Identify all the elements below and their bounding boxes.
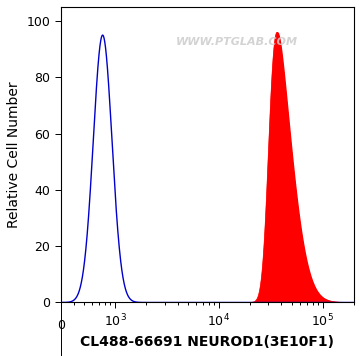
X-axis label: CL488-66691 NEUROD1(3E10F1): CL488-66691 NEUROD1(3E10F1) (81, 335, 334, 349)
Text: WWW.PTGLAB.COM: WWW.PTGLAB.COM (176, 37, 298, 47)
Text: 0: 0 (57, 319, 65, 332)
Y-axis label: Relative Cell Number: Relative Cell Number (7, 82, 21, 228)
